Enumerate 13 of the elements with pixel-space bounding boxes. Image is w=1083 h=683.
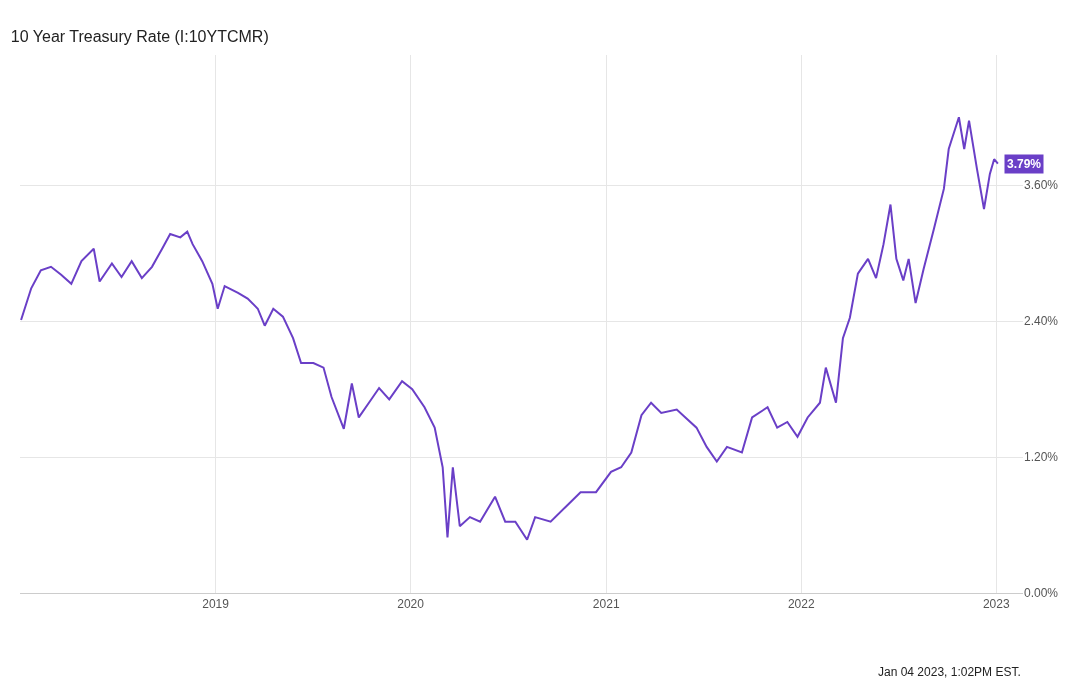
y-tick-label: 0.00% (1024, 586, 1059, 601)
x-tick-label: 2023 (982, 597, 1010, 612)
x-tick-label: 2019 (202, 597, 230, 612)
text: Jan 04 2023, 1:02PM EST. (878, 665, 1021, 679)
x-tick-label: 2021 (592, 597, 620, 612)
y-tick-label: 2.40% (1024, 314, 1059, 329)
chart-title: 10 Year Treasury Rate (I:10YTCMR) (10, 27, 269, 45)
y-tick-label: 3.60% (1024, 178, 1059, 193)
data-label: 3.79% (1007, 157, 1042, 171)
y-tick-label: 1.20% (1024, 450, 1059, 465)
x-tick-label: 2022 (787, 597, 815, 612)
line-series (20, 116, 999, 541)
x-tick-label: 2020 (397, 597, 425, 612)
